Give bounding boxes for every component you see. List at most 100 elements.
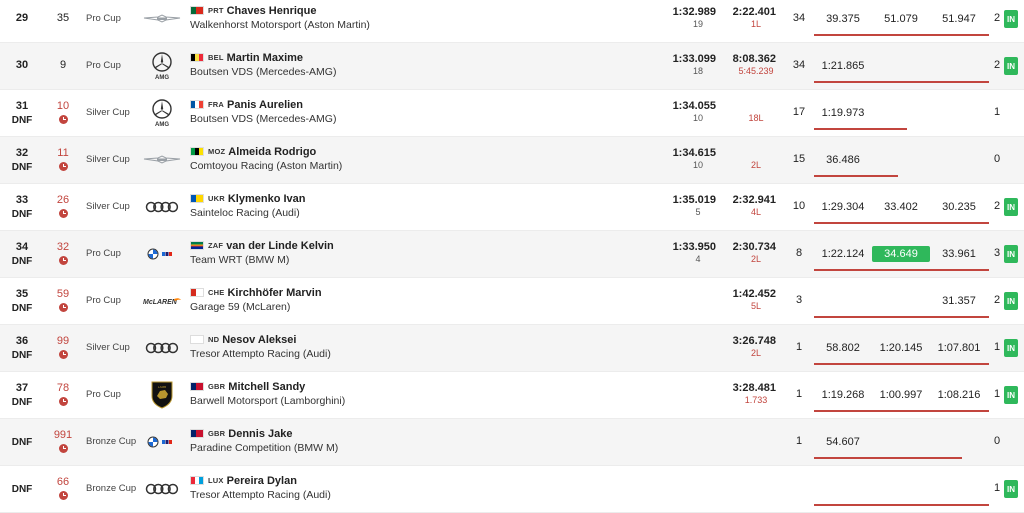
table-row[interactable]: 35 DNF 59 Pro Cup McLAREN CHE Kirchhöfer Marvi…	[0, 278, 1024, 325]
driver-cell[interactable]: FRA Panis Aurelien Boutsen VDS (Mercedes-A…	[190, 98, 450, 126]
driver-cell[interactable]: CHE Kirchhöfer Marvin Garage 59 (McLaren)	[190, 286, 450, 314]
cup-class: Pro Cup	[86, 295, 121, 306]
country-code: PRT	[208, 6, 224, 15]
dnf-label: DNF	[11, 397, 33, 408]
driver-line: GBR Mitchell Sandy	[190, 380, 450, 393]
position-cell: 32 DNF	[0, 147, 44, 174]
gap-time: 3:28.481	[732, 382, 776, 394]
team-name: Walkenhorst Motorsport (Aston Martin)	[190, 19, 370, 31]
table-row[interactable]: 34 DNF 32 Pro Cup ZAF van der Linde Kelvin Tea…	[0, 231, 1024, 278]
position-number: 30	[15, 59, 29, 71]
driver-name[interactable]: Nesov Aleksei	[222, 333, 297, 346]
country-code: UKR	[208, 194, 225, 203]
driver-name[interactable]: Mitchell Sandy	[228, 380, 306, 393]
country-flag-icon	[190, 429, 204, 438]
table-row[interactable]: 29 35 Pro Cup PRT Chaves Henrique Walkenhorst…	[0, 0, 1024, 43]
bmw-logo-icon	[140, 239, 184, 269]
gap-cell: 1:42.452 5L	[720, 288, 776, 312]
table-row[interactable]: 36 DNF 99 Silver Cup ND Nesov Aleksei Tresor A…	[0, 325, 1024, 372]
driver-cell[interactable]: UKR Klymenko Ivan Sainteloc Racing (Audi)	[190, 192, 450, 220]
cup-class: Silver Cup	[86, 342, 130, 353]
driver-name[interactable]: van der Linde Kelvin	[226, 239, 334, 252]
clock-icon	[58, 444, 68, 453]
cup-class: Pro Cup	[86, 248, 121, 259]
table-row[interactable]: 37 DNF 78 Pro Cup LAMB GBR Mitchell Sandy Barwe…	[0, 372, 1024, 419]
position-cell: 36 DNF	[0, 335, 44, 362]
driver-cell[interactable]: MOZ Almeida Rodrigo Comtoyou Racing (Aston…	[190, 145, 450, 173]
driver-name[interactable]: Pereira Dylan	[226, 474, 297, 487]
car-number: 35	[56, 12, 70, 24]
sector-1-time: 1:29.304	[821, 201, 865, 213]
gap-sub: 1L	[750, 19, 761, 29]
sector-1-time: 1:19.973	[821, 107, 865, 119]
driver-line: CHE Kirchhöfer Marvin	[190, 286, 450, 299]
driver-name[interactable]: Martin Maxime	[226, 51, 304, 64]
sector-2-time: 34.649	[872, 246, 930, 262]
lap-progress-bar	[814, 34, 989, 36]
driver-cell[interactable]: ND Nesov Aleksei Tresor Attempto Racing (A…	[190, 333, 450, 361]
cup-class: Silver Cup	[86, 107, 130, 118]
driver-name[interactable]: Dennis Jake	[228, 427, 293, 440]
driver-name[interactable]: Chaves Henrique	[226, 4, 317, 17]
mercedes-logo-icon: AMG	[140, 51, 184, 81]
driver-cell[interactable]: LUX Pereira Dylan Tresor Attempto Racing (…	[190, 474, 450, 502]
table-row[interactable]: DNF 991 Bronze Cup GBR Dennis Jake Paradine C…	[0, 419, 1024, 466]
best-lap-number: 18	[692, 66, 703, 76]
gap-sub: 4L	[750, 207, 761, 217]
pit-stops-count: 2	[993, 59, 1001, 71]
table-row[interactable]: 32 DNF 11 Silver Cup MOZ Almeida Rodrigo Comto…	[0, 137, 1024, 184]
driver-cell[interactable]: ZAF van der Linde Kelvin Team WRT (BMW M)	[190, 239, 450, 267]
driver-name[interactable]: Almeida Rodrigo	[228, 145, 317, 158]
pit-stops-count: 2	[993, 294, 1001, 306]
sector-3-time: 31.357	[942, 295, 976, 307]
country-code: CHE	[208, 288, 225, 297]
team-name: Boutsen VDS (Mercedes-AMG)	[190, 113, 337, 125]
dnf-label: DNF	[11, 303, 33, 314]
driver-name[interactable]: Panis Aurelien	[227, 98, 304, 111]
sector-3-time: 30.235	[942, 201, 976, 213]
country-flag-icon	[190, 288, 204, 297]
laps-count: 10	[792, 200, 806, 212]
gap-cell: 2:30.734 2L	[720, 241, 776, 265]
driver-cell[interactable]: GBR Mitchell Sandy Barwell Motorsport (Lam…	[190, 380, 450, 408]
sector-3-time: 1:08.216	[937, 389, 981, 401]
sector-3-time: 33.961	[942, 248, 976, 260]
best-lap-cell: 1:33.099 18	[660, 53, 716, 77]
in-pit-badge: IN	[1004, 339, 1018, 357]
gap-cell: 3:26.748 2L	[720, 335, 776, 359]
country-flag-icon	[190, 53, 204, 62]
table-row[interactable]: 31 DNF 10 Silver Cup AMG FRA Panis Aurelien Bou…	[0, 90, 1024, 137]
audi-logo-icon	[140, 474, 184, 504]
cup-class: Pro Cup	[86, 389, 121, 400]
best-lap-number: 10	[692, 160, 703, 170]
car-number-cell: 78	[46, 382, 80, 406]
clock-icon	[58, 303, 68, 312]
table-row[interactable]: 30 9 Pro Cup AMG BEL Martin Maxime Boutsen VDS…	[0, 43, 1024, 90]
audi-logo-icon	[140, 333, 184, 363]
position-cell: DNF	[0, 435, 44, 449]
team-name: Boutsen VDS (Mercedes-AMG)	[190, 66, 337, 78]
gap-time	[720, 100, 776, 113]
laps-count: 15	[792, 153, 806, 165]
lap-progress-bar	[814, 410, 989, 412]
sector-2-time: 51.079	[884, 13, 918, 25]
position-cell: 33 DNF	[0, 194, 44, 221]
driver-cell[interactable]: GBR Dennis Jake Paradine Competition (BMW …	[190, 427, 450, 455]
table-row[interactable]: 33 DNF 26 Silver Cup UKR Klymenko Ivan Saintel…	[0, 184, 1024, 231]
car-number-cell: 32	[46, 241, 80, 265]
car-number: 32	[56, 241, 70, 253]
best-lap-number: 19	[692, 19, 703, 29]
lap-progress-bar	[814, 504, 989, 506]
laps-count: 1	[795, 388, 803, 400]
position-cell: 29	[0, 12, 44, 25]
driver-cell[interactable]: BEL Martin Maxime Boutsen VDS (Mercedes-AM…	[190, 51, 450, 79]
clock-icon	[58, 256, 68, 265]
driver-name[interactable]: Kirchhöfer Marvin	[227, 286, 322, 299]
country-flag-icon	[190, 100, 204, 109]
clock-icon	[58, 162, 68, 171]
laps-count: 34	[792, 59, 806, 71]
driver-name[interactable]: Klymenko Ivan	[227, 192, 306, 205]
team-name: Paradine Competition (BMW M)	[190, 442, 339, 454]
table-row[interactable]: DNF 66 Bronze Cup LUX Pereira Dylan Tresor At…	[0, 466, 1024, 513]
driver-cell[interactable]: PRT Chaves Henrique Walkenhorst Motorsport…	[190, 4, 450, 32]
